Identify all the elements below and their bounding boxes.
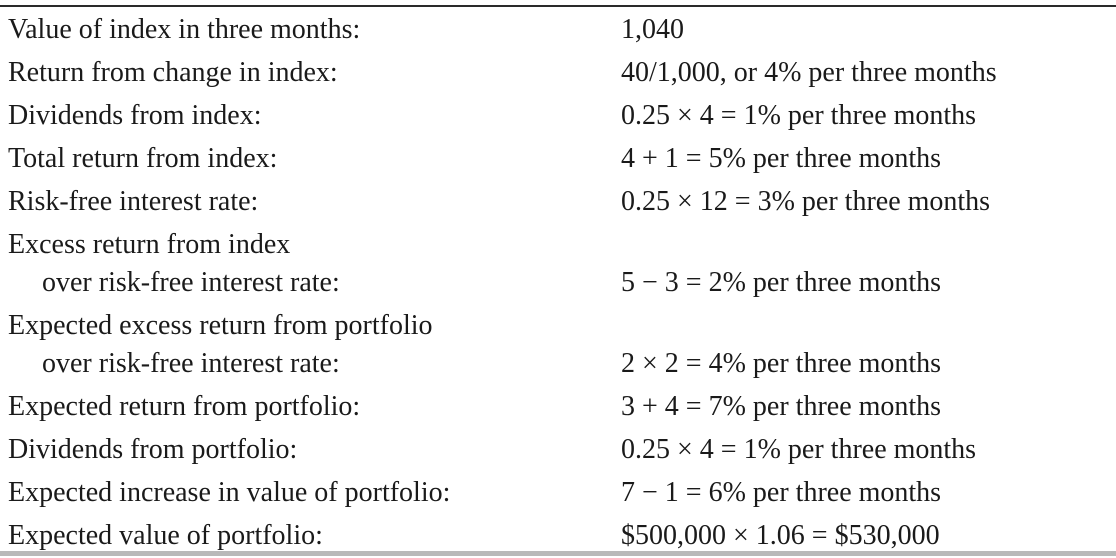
row-label-line1: Excess return from index xyxy=(8,229,291,260)
row-label: Excess return from index over risk-free … xyxy=(8,226,340,302)
row-label: Risk-free interest rate: xyxy=(8,186,259,217)
row-label: Expected value of portfolio: xyxy=(8,520,323,551)
table-row: Dividends from portfolio: 0.25 × 4 = 1% … xyxy=(0,429,1116,472)
row-value: 0.25 × 4 = 1% per three months xyxy=(621,434,977,465)
row-label: Dividends from portfolio: xyxy=(8,434,298,465)
row-value: 1,040 xyxy=(621,14,684,45)
table-row: Dividends from index: 0.25 × 4 = 1% per … xyxy=(0,95,1116,138)
row-label: Dividends from index: xyxy=(8,100,262,131)
row-value: 0.25 × 4 = 1% per three months xyxy=(621,100,977,131)
row-value: 5 − 3 = 2% per three months xyxy=(621,267,942,298)
table-row: Expected value of portfolio: $500,000 × … xyxy=(0,515,1116,558)
row-label: Expected increase in value of portfolio: xyxy=(8,477,451,508)
row-label-line2: over risk-free interest rate: xyxy=(42,267,340,298)
row-label: Expected excess return from portfolio ov… xyxy=(8,307,433,383)
table-row: Risk-free interest rate: 0.25 × 12 = 3% … xyxy=(0,181,1116,224)
calculation-table: Value of index in three months: 1,040 Re… xyxy=(0,9,1116,558)
table-row: Expected return from portfolio: 3 + 4 = … xyxy=(0,386,1116,429)
table-row: Return from change in index: 40/1,000, o… xyxy=(0,52,1116,95)
row-label-line1: Expected excess return from portfolio xyxy=(8,310,433,341)
row-value: 7 − 1 = 6% per three months xyxy=(621,477,942,508)
row-label: Total return from index: xyxy=(8,143,278,174)
table-row: Value of index in three months: 1,040 xyxy=(0,9,1116,52)
table-row: Expected excess return from portfolio ov… xyxy=(0,305,1116,386)
row-value: 0.25 × 12 = 3% per three months xyxy=(621,186,991,217)
table-row: Total return from index: 4 + 1 = 5% per … xyxy=(0,138,1116,181)
row-value: 40/1,000, or 4% per three months xyxy=(621,57,997,88)
row-label: Return from change in index: xyxy=(8,57,338,88)
row-value: 3 + 4 = 7% per three months xyxy=(621,391,942,422)
row-label-line2: over risk-free interest rate: xyxy=(42,348,340,379)
table-bottom-rule xyxy=(0,551,1116,556)
table-top-rule xyxy=(0,5,1116,7)
row-value: 4 + 1 = 5% per three months xyxy=(621,143,942,174)
row-value: $500,000 × 1.06 = $530,000 xyxy=(621,520,940,551)
row-label: Expected return from portfolio: xyxy=(8,391,361,422)
table-row: Excess return from index over risk-free … xyxy=(0,224,1116,305)
table-row: Expected increase in value of portfolio:… xyxy=(0,472,1116,515)
row-value: 2 × 2 = 4% per three months xyxy=(621,348,942,379)
row-label: Value of index in three months: xyxy=(8,14,361,45)
